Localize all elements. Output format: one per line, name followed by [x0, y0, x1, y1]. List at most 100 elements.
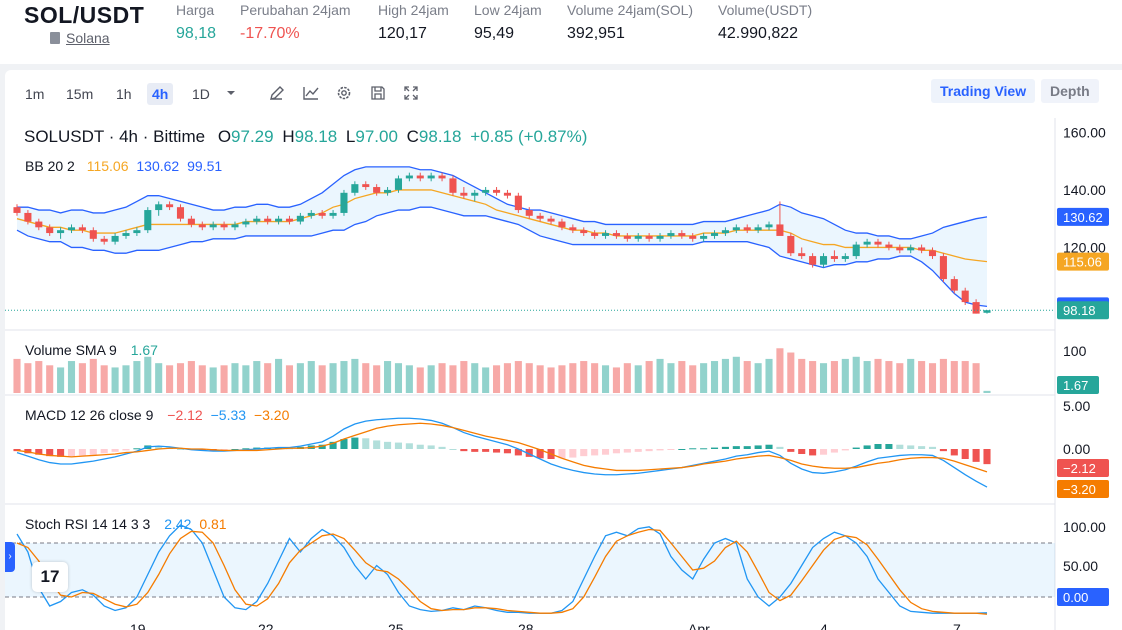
time-tick-label: 25: [388, 621, 404, 630]
candle-body: [689, 235, 697, 239]
timeframe-4h[interactable]: 4h: [147, 83, 174, 105]
time-tick-label: 19: [130, 621, 146, 630]
volume-bar: [580, 361, 588, 393]
candle-body: [612, 233, 620, 236]
candle-body: [863, 241, 871, 245]
candle-body: [721, 230, 729, 234]
candle-body: [264, 218, 272, 222]
macd-badge: [1057, 459, 1109, 477]
candle-body: [460, 192, 468, 196]
candle-body: [907, 247, 915, 251]
macd-hist-bar: [35, 449, 43, 455]
macd-hist-bar: [242, 448, 250, 450]
candle-body: [198, 224, 206, 228]
candle-body: [24, 212, 32, 222]
volume-bar: [536, 365, 544, 393]
macd-hist-bar: [689, 448, 697, 450]
macd-hist-bar: [318, 444, 326, 449]
volume-bar: [100, 365, 108, 393]
candle-body: [798, 253, 806, 257]
macd-hist-bar: [863, 445, 871, 449]
candle-body: [351, 184, 359, 193]
macd-signal-line: [16, 422, 988, 473]
volume-bar: [558, 365, 566, 393]
market-header: SOL/USDT Solana Harga 98,18 Perubahan 24…: [0, 0, 1122, 64]
pencil-icon[interactable]: [268, 84, 286, 102]
volume-bar: [939, 358, 947, 393]
timeframe-1m[interactable]: 1m: [25, 86, 45, 102]
candle-body: [111, 235, 119, 242]
fullscreen-icon[interactable]: [402, 84, 420, 102]
candle-body: [754, 227, 762, 231]
macd-hist-bar: [329, 441, 337, 449]
candle-body: [536, 215, 544, 219]
volume-bar: [231, 363, 239, 393]
candle-body: [275, 218, 283, 222]
candle-body: [743, 227, 751, 231]
candle-body: [394, 178, 403, 190]
save-icon[interactable]: [369, 84, 387, 102]
price-badge-label: 98.18: [1063, 303, 1096, 318]
candle-body: [285, 218, 294, 222]
trading-view-button[interactable]: Trading View: [931, 79, 1036, 103]
stoch-rsi-legend: Stoch RSI 14 14 3 3 2.42 0.81: [25, 516, 227, 532]
volume-bar: [612, 367, 620, 393]
bb-band-fill: [17, 166, 987, 307]
macd-tick-label: 5.00: [1063, 398, 1090, 414]
macd-hist-bar: [928, 446, 937, 449]
macd-hist-bar: [667, 449, 675, 450]
macd-hist-bar: [569, 449, 577, 458]
macd-hist-bar: [972, 449, 980, 462]
gear-icon[interactable]: [335, 84, 353, 102]
volume-bar: [122, 365, 130, 393]
expand-sidebar-button[interactable]: ›: [5, 542, 15, 572]
macd-hist-bar: [765, 444, 773, 449]
candle-body: [78, 227, 86, 231]
macd-hist-bar: [907, 445, 915, 449]
signal-badge-label: −3.20: [1063, 482, 1096, 497]
volume-bar: [721, 358, 729, 393]
volume-bar: [46, 365, 54, 393]
candle-body: [819, 256, 828, 265]
candle-body: [231, 224, 239, 228]
macd-hist-bar: [918, 446, 926, 449]
candle-body: [122, 233, 130, 236]
candle-body: [46, 227, 54, 234]
volume-bar: [264, 363, 272, 393]
volume-bar: [449, 365, 457, 393]
candle-body: [329, 212, 337, 216]
volume-bar: [253, 361, 261, 393]
pair-title: SOL/USDT: [24, 2, 145, 28]
volume-bar: [438, 363, 446, 393]
timeframe-15m[interactable]: 15m: [66, 86, 94, 102]
depth-button[interactable]: Depth: [1041, 79, 1099, 103]
chevron-down-icon[interactable]: [222, 84, 240, 102]
candle-body: [874, 241, 882, 245]
macd-hist-bar: [612, 449, 620, 454]
price-chart[interactable]: 160.00140.00120.00130.62115.0699.5198.18…: [5, 70, 1122, 630]
open-value: 97.29: [231, 127, 274, 146]
low-value: 97.00: [355, 127, 398, 146]
macd-hist-bar: [253, 447, 261, 449]
macd-hist-bar: [950, 449, 958, 456]
candle-body: [678, 233, 686, 236]
candle-body: [667, 233, 675, 236]
volume-bar: [166, 365, 174, 393]
candle-body: [580, 230, 588, 234]
volume-bar: [765, 358, 773, 393]
candle-body: [645, 235, 653, 239]
macd-hist-bar: [525, 449, 533, 457]
macd-hist-bar: [57, 449, 65, 457]
macd-hist-bar: [700, 448, 708, 450]
candle-body: [307, 212, 315, 216]
timeframe-1h[interactable]: 1h: [116, 86, 132, 102]
volume-bar: [787, 352, 795, 393]
indicator-icon[interactable]: [302, 84, 320, 102]
candle-body: [384, 189, 392, 193]
candle-body: [841, 256, 849, 259]
candle-body: [776, 224, 784, 236]
macd-hist-bar: [732, 446, 740, 449]
coin-link[interactable]: Solana: [50, 30, 110, 46]
timeframe-1d[interactable]: 1D: [192, 86, 210, 102]
macd-hist-bar: [438, 446, 446, 449]
